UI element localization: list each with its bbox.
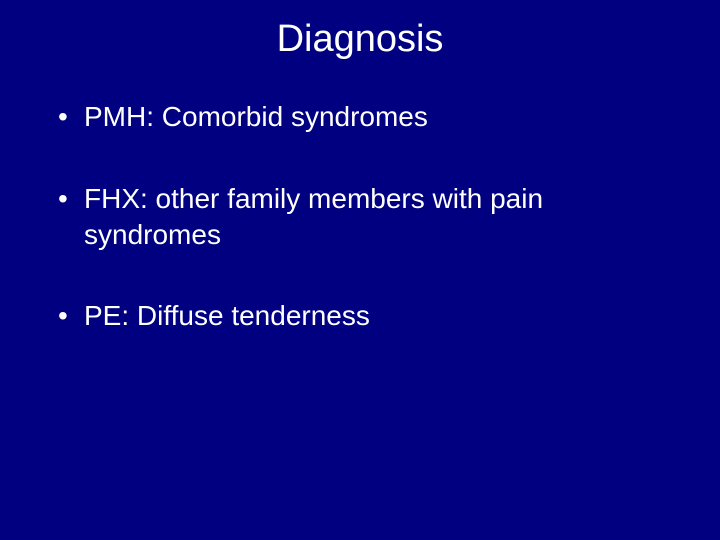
bullet-list: PMH: Comorbid syndromes FHX: other famil… <box>40 99 680 334</box>
bullet-text: PMH: Comorbid syndromes <box>84 101 428 132</box>
bullet-item: PMH: Comorbid syndromes <box>54 99 680 135</box>
slide-title: Diagnosis <box>40 18 680 61</box>
bullet-item: FHX: other family members with pain synd… <box>54 181 680 253</box>
bullet-text: FHX: other family members with pain synd… <box>84 183 543 250</box>
bullet-text: PE: Diffuse tenderness <box>84 300 370 331</box>
slide: Diagnosis PMH: Comorbid syndromes FHX: o… <box>0 0 720 540</box>
bullet-item: PE: Diffuse tenderness <box>54 298 680 334</box>
